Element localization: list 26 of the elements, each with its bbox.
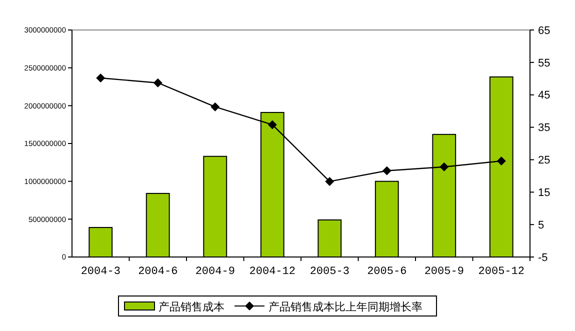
legend-label: 产品销售成本 xyxy=(158,300,224,314)
point xyxy=(382,166,392,176)
y2-tick-label: 55 xyxy=(538,57,550,70)
x-tick-label: 2004-12 xyxy=(249,266,296,278)
y2-tick-label: 25 xyxy=(538,154,550,167)
point xyxy=(325,176,334,186)
x-tick-label: 2004-3 xyxy=(80,266,120,278)
legend-label: 产品销售成本比上年同期增长率 xyxy=(268,300,422,314)
x-tick-label: 2005-9 xyxy=(424,266,464,278)
y2-tick-label: 5 xyxy=(538,219,544,232)
x-tick-label: 2005-12 xyxy=(478,266,524,278)
y2-tick-label: 45 xyxy=(538,90,550,102)
x-tick-label: 2005-6 xyxy=(367,266,407,278)
point xyxy=(210,102,220,112)
y2-tick-label: 65 xyxy=(538,24,550,37)
x-tick-label: 2004-6 xyxy=(138,266,178,278)
point xyxy=(268,120,277,130)
point xyxy=(96,73,106,82)
x-tick-label: 2005-3 xyxy=(310,266,350,278)
y2-tick-label: -5 xyxy=(538,252,548,264)
point xyxy=(496,156,506,166)
y2-tick-label: 15 xyxy=(538,186,550,199)
point xyxy=(153,78,162,88)
point xyxy=(440,162,449,172)
y2-tick-label: 35 xyxy=(538,122,550,134)
x-tick-label: 2004-9 xyxy=(195,266,235,278)
